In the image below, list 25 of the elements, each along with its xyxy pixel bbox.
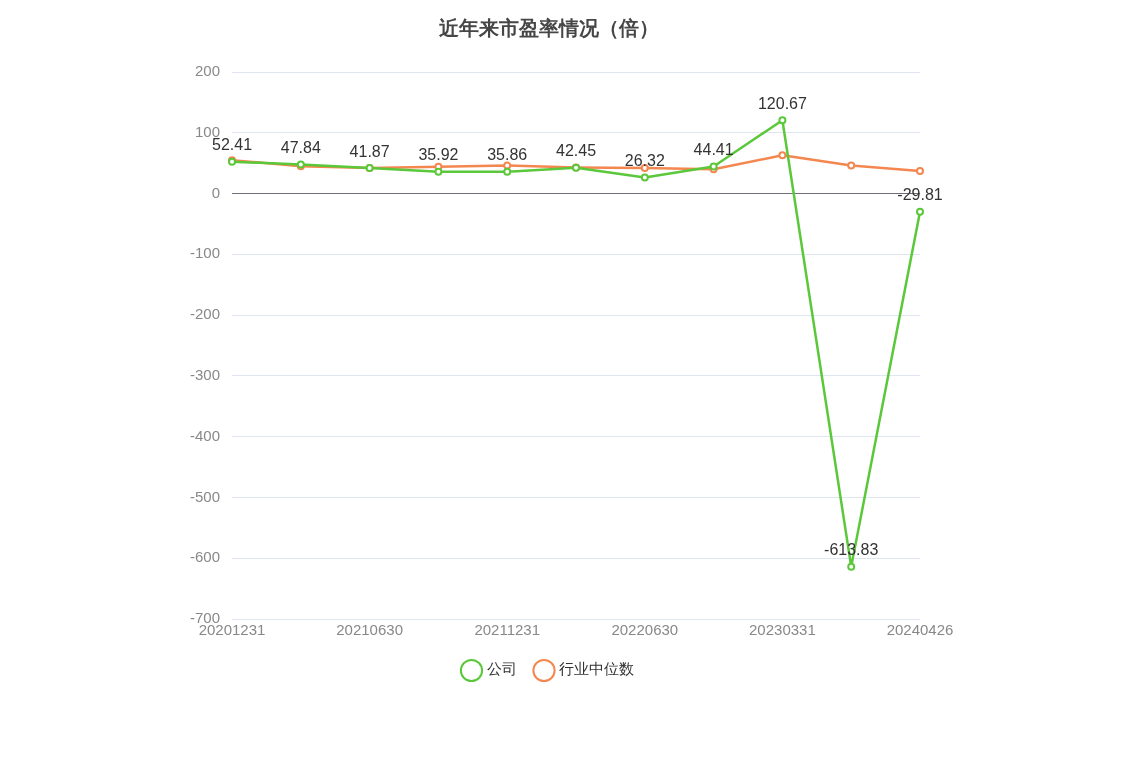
data-label: 26.32 (624, 151, 665, 169)
data-label: 47.84 (280, 138, 321, 156)
y-tick-label: 0 (211, 183, 221, 201)
y-tick-label: -100 (189, 244, 221, 262)
y-tick-label: -300 (189, 366, 221, 384)
data-label: 44.41 (693, 140, 734, 158)
data-label: 41.87 (349, 142, 390, 160)
y-tick-label: -200 (189, 305, 221, 323)
data-label: 42.45 (555, 142, 597, 160)
data-label: 35.86 (487, 146, 528, 164)
legend-label: 公司 (486, 660, 517, 679)
data-label: -29.81 (897, 186, 943, 204)
data-label: 35.92 (418, 146, 459, 164)
y-tick-label: -500 (189, 487, 221, 505)
y-tick-label: -600 (189, 548, 221, 566)
chart-title: 近年来市盈率情况（倍） (438, 16, 659, 41)
x-tick-label: 20211231 (474, 621, 541, 639)
x-tick-label: 20220630 (611, 621, 679, 639)
y-tick-label: 200 (194, 62, 221, 80)
x-tick-label: 20210630 (336, 621, 403, 639)
x-tick-label: 20240426 (886, 621, 954, 639)
data-label: 120.67 (757, 94, 807, 112)
legend-label: 行业中位数 (559, 660, 634, 679)
y-tick-label: -400 (189, 426, 221, 444)
x-tick-label: 20230331 (749, 621, 816, 639)
